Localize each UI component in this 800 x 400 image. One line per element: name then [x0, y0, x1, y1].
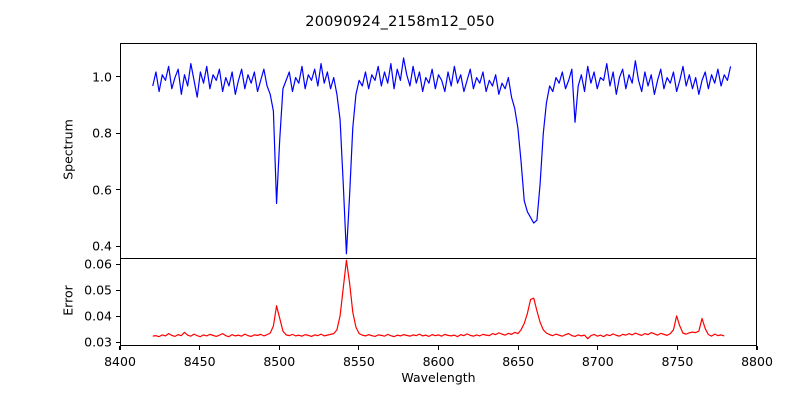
y-tick-mark-spectrum — [116, 189, 120, 191]
y-tick-label-spectrum: 0.6 — [92, 182, 112, 198]
x-axis-label: Wavelength — [401, 370, 476, 385]
spectrum-line-plot — [121, 44, 756, 258]
x-tick-mark — [597, 346, 599, 350]
y-tick-label-spectrum: 0.8 — [92, 125, 112, 141]
x-tick-mark — [358, 346, 360, 350]
figure-title: 20090924_2158m12_050 — [305, 14, 495, 30]
y-tick-label-error: 0.04 — [84, 308, 112, 324]
y-tick-label-error: 0.05 — [84, 282, 112, 298]
x-tick-mark — [756, 346, 758, 350]
y-tick-mark-spectrum — [116, 76, 120, 78]
x-tick-label: 8800 — [741, 354, 773, 369]
x-tick-label: 8700 — [581, 354, 614, 369]
x-tick-label: 8450 — [183, 354, 216, 369]
y-tick-mark-error — [116, 263, 120, 266]
error-panel-path — [153, 260, 725, 338]
x-tick-mark — [199, 346, 201, 350]
x-tick-mark — [517, 346, 519, 350]
y-tick-label-spectrum: 1.0 — [92, 69, 112, 85]
x-tick-mark — [437, 346, 440, 350]
error-line-plot — [121, 259, 756, 345]
x-tick-mark — [278, 346, 280, 350]
x-tick-label: 8400 — [104, 354, 136, 369]
error-axes — [120, 258, 757, 346]
y-axis-label-spectrum: Spectrum — [60, 119, 76, 180]
y-tick-mark-error — [116, 289, 120, 291]
x-tick-mark — [676, 346, 678, 350]
spectrum-panel-path — [153, 58, 731, 254]
spectrum-axes — [120, 43, 757, 259]
x-tick-label: 8750 — [661, 354, 694, 369]
x-tick-label: 8650 — [502, 354, 535, 369]
x-tick-label: 8550 — [342, 354, 375, 369]
x-tick-label: 8500 — [263, 354, 296, 369]
y-tick-mark-spectrum — [116, 245, 120, 247]
x-tick-label: 8600 — [422, 354, 455, 369]
y-axis-label-error: Error — [60, 285, 76, 316]
y-tick-mark-error — [116, 315, 120, 317]
x-tick-mark — [119, 346, 121, 350]
y-tick-mark-spectrum — [116, 132, 120, 134]
y-tick-mark-error — [116, 341, 120, 343]
y-tick-label-error: 0.06 — [84, 256, 112, 272]
y-tick-label-error: 0.03 — [84, 334, 112, 350]
y-tick-label-spectrum: 0.4 — [92, 238, 112, 254]
